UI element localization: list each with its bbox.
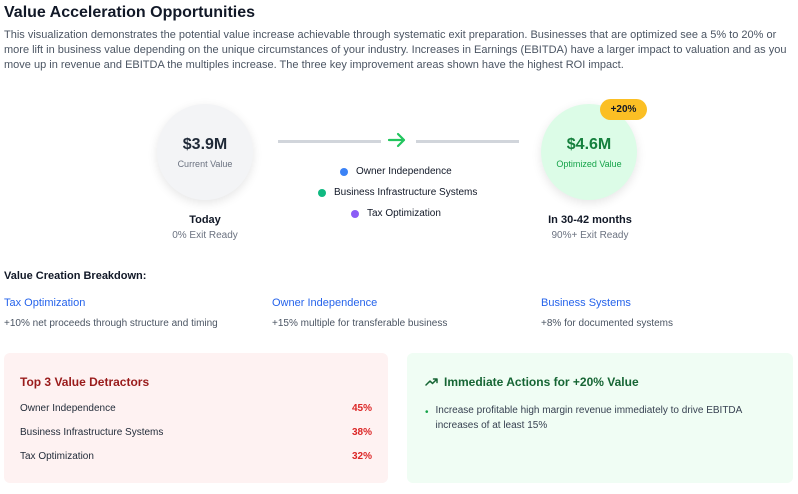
current-caption-title: Today xyxy=(189,214,221,226)
legend-label: Owner Independence xyxy=(356,166,452,177)
action-item-text: Increase profitable high margin revenue … xyxy=(435,405,742,431)
page-title: Value Acceleration Opportunities xyxy=(4,4,256,21)
legend-dot-icon xyxy=(318,188,326,197)
connector-line-left xyxy=(278,140,381,143)
action-item: • Increase profitable high margin revenu… xyxy=(425,403,775,433)
detractor-label: Owner Independence xyxy=(20,403,116,414)
legend-label: Tax Optimization xyxy=(367,208,441,219)
breakdown-item-text: +15% multiple for transferable business xyxy=(272,318,448,329)
breakdown-item: Tax Optimization +10% net proceeds throu… xyxy=(4,297,264,329)
breakdown-item: Owner Independence +15% multiple for tra… xyxy=(272,297,532,329)
optimized-value-circle: $4.6M Optimized Value xyxy=(541,104,637,200)
optimized-value-amount: $4.6M xyxy=(566,135,612,153)
optimized-caption: In 30-42 months 90%+ Exit Ready xyxy=(520,214,660,241)
breakdown-item-text: +8% for documented systems xyxy=(541,318,674,329)
bullet-icon: • xyxy=(425,407,429,418)
breakdown-item-name: Business Systems xyxy=(541,297,631,309)
trending-up-icon xyxy=(425,378,438,386)
breakdown-item-text: +10% net proceeds through structure and … xyxy=(4,318,218,329)
immediate-actions-panel: Immediate Actions for +20% Value • Incre… xyxy=(407,353,793,483)
detractor-percent: 32% xyxy=(351,451,372,462)
detractor-row: Owner Independence 45% xyxy=(20,403,372,414)
optimized-exit-ready: 90%+ Exit Ready xyxy=(551,230,629,241)
detractor-label: Tax Optimization xyxy=(20,451,94,462)
optimized-caption-title: In 30-42 months xyxy=(548,214,632,226)
detractors-title: Top 3 Value Detractors xyxy=(20,375,150,389)
value-detractors-panel: Top 3 Value Detractors Owner Independenc… xyxy=(4,353,388,483)
connector-line-right xyxy=(416,140,519,143)
legend-item: Owner Independence xyxy=(340,166,452,177)
current-value-amount: $3.9M xyxy=(182,135,228,153)
legend-label: Business Infrastructure Systems xyxy=(334,187,478,198)
breakdown-item-name: Tax Optimization xyxy=(4,297,86,309)
breakdown-title: Value Creation Breakdown: xyxy=(4,270,147,282)
legend-item: Tax Optimization xyxy=(351,208,441,219)
detractor-row: Business Infrastructure Systems 38% xyxy=(20,427,372,438)
breakdown-item-name: Owner Independence xyxy=(272,297,378,309)
current-value-circle: $3.9M Current Value xyxy=(157,104,253,200)
legend-dot-icon xyxy=(340,167,348,176)
page-description: This visualization demonstrates the pote… xyxy=(4,29,787,71)
detractor-percent: 45% xyxy=(351,403,372,414)
detractor-percent: 38% xyxy=(351,427,372,438)
legend-item: Business Infrastructure Systems xyxy=(318,187,477,198)
actions-title-text: Immediate Actions for +20% Value xyxy=(444,375,639,389)
actions-title: Immediate Actions for +20% Value xyxy=(425,375,639,389)
legend-dot-icon xyxy=(351,209,359,218)
optimized-value-label: Optimized Value xyxy=(556,158,622,169)
current-value-label: Current Value xyxy=(177,158,233,169)
arrow-right-icon xyxy=(387,132,406,148)
detractor-row: Tax Optimization 32% xyxy=(20,451,372,462)
breakdown-item: Business Systems +8% for documented syst… xyxy=(541,297,798,329)
detractor-label: Business Infrastructure Systems xyxy=(20,427,164,438)
current-exit-ready: 0% Exit Ready xyxy=(172,230,238,241)
value-increase-badge: +20% xyxy=(600,99,647,120)
current-caption: Today 0% Exit Ready xyxy=(145,214,265,241)
